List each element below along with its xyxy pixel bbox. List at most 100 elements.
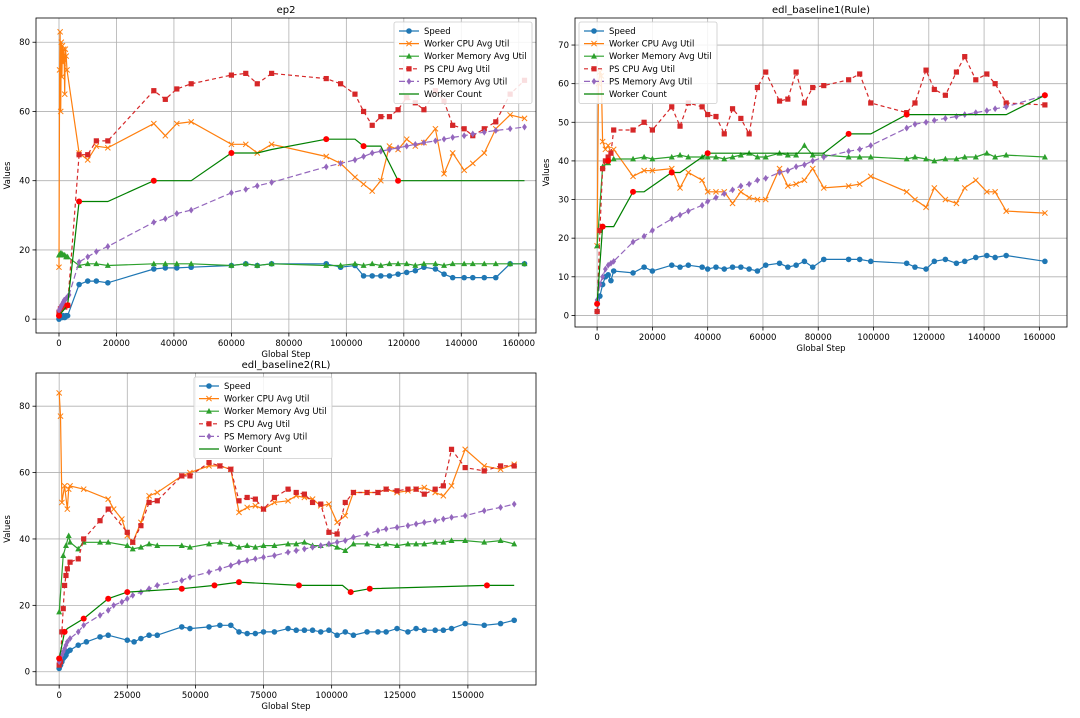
data-point-wmem bbox=[374, 542, 381, 548]
data-point-psmem bbox=[62, 645, 68, 652]
data-point-speed bbox=[972, 254, 979, 261]
data-point-wmem bbox=[1041, 153, 1048, 160]
y-tick-label: 40 bbox=[19, 535, 30, 545]
data-point-psmem bbox=[493, 127, 499, 134]
legend-marker-psmem bbox=[206, 433, 212, 440]
data-point-wcpu bbox=[820, 184, 827, 191]
data-point-wmem bbox=[162, 260, 169, 267]
data-point-speed bbox=[395, 271, 401, 277]
data-point-wmem bbox=[594, 242, 601, 249]
data-point-pscpu bbox=[611, 127, 617, 133]
data-point-pscpu bbox=[699, 104, 705, 110]
data-point-speed bbox=[721, 266, 728, 272]
data-point-psmem bbox=[810, 157, 816, 165]
data-point-psmem bbox=[243, 185, 249, 193]
data-point-wmem bbox=[867, 153, 874, 160]
x-tick-label: 50000 bbox=[182, 691, 209, 701]
y-axis-label: Values bbox=[3, 515, 13, 543]
data-point-wcpu bbox=[93, 143, 100, 150]
data-point-wmem bbox=[754, 153, 761, 160]
data-point-wmem bbox=[216, 539, 223, 545]
data-point-psmem bbox=[269, 179, 275, 186]
data-point-wmem bbox=[903, 155, 910, 162]
data-point-psmem bbox=[984, 107, 990, 115]
data-point-speed bbox=[699, 264, 705, 270]
legend-box bbox=[578, 21, 718, 104]
data-point-speed bbox=[481, 274, 488, 281]
legend-label-wcount: Worker Count bbox=[224, 445, 283, 455]
data-point-psmem bbox=[507, 125, 513, 133]
worker-count-change-marker bbox=[228, 150, 235, 156]
data-point-wcpu bbox=[440, 492, 447, 499]
data-point-wmem bbox=[105, 539, 112, 545]
data-point-psmem bbox=[793, 163, 799, 171]
data-point-wmem bbox=[511, 540, 518, 547]
data-point-pscpu bbox=[810, 84, 816, 91]
data-point-wcpu bbox=[867, 173, 874, 180]
data-point-psmem bbox=[174, 210, 180, 217]
data-point-speed bbox=[469, 274, 476, 281]
data-point-speed bbox=[605, 272, 611, 278]
data-point-pscpu bbox=[597, 227, 603, 234]
data-point-wmem bbox=[507, 260, 514, 267]
data-point-wcpu bbox=[521, 115, 528, 122]
data-point-pscpu bbox=[85, 152, 91, 158]
data-point-wcpu bbox=[729, 200, 736, 207]
data-point-psmem bbox=[369, 149, 375, 157]
data-point-speed bbox=[421, 627, 428, 634]
legend: Speed Worker CPU Avg Util Worker Memory Av… bbox=[393, 21, 533, 104]
legend-label-wcount: Worker Count bbox=[609, 90, 668, 100]
data-point-wcpu bbox=[60, 60, 66, 66]
worker-count-change-marker bbox=[395, 177, 402, 184]
data-point-psmem bbox=[326, 540, 332, 548]
data-point-speed bbox=[83, 639, 90, 645]
data-point-wmem bbox=[178, 542, 185, 548]
data-point-speed bbox=[293, 627, 300, 634]
data-point-pscpu bbox=[269, 70, 275, 76]
legend-box bbox=[193, 376, 333, 459]
data-point-pscpu bbox=[243, 70, 249, 76]
data-point-wmem bbox=[386, 260, 393, 267]
legend-label-pscpu: PS CPU Avg Util bbox=[609, 65, 675, 75]
data-point-wmem bbox=[188, 260, 195, 267]
data-point-pscpu bbox=[383, 486, 389, 492]
legend-marker-psmem bbox=[406, 78, 412, 85]
data-point-pscpu bbox=[154, 498, 160, 504]
data-point-psmem bbox=[394, 523, 400, 531]
data-point-wcpu bbox=[983, 188, 990, 195]
data-point-pscpu bbox=[360, 108, 367, 115]
data-point-psmem bbox=[383, 525, 389, 533]
data-point-wcpu bbox=[236, 509, 242, 516]
data-point-psmem bbox=[450, 134, 456, 141]
data-point-speed bbox=[244, 630, 250, 637]
data-point-pscpu bbox=[271, 494, 278, 501]
legend: Speed Worker CPU Avg Util Worker Memory Av… bbox=[578, 21, 718, 104]
data-point-speed bbox=[754, 268, 761, 274]
data-point-wmem bbox=[65, 532, 72, 539]
data-point-wmem bbox=[97, 539, 104, 545]
data-point-psmem bbox=[293, 547, 299, 554]
data-point-psmem bbox=[301, 545, 307, 553]
data-point-pscpu bbox=[63, 572, 69, 579]
data-point-wmem bbox=[721, 155, 728, 162]
data-point-pscpu bbox=[375, 489, 381, 496]
worker-count-change-marker bbox=[61, 628, 68, 635]
data-point-wcpu bbox=[403, 136, 410, 143]
data-point-psmem bbox=[351, 533, 356, 541]
data-point-psmem bbox=[154, 582, 160, 589]
data-point-psmem bbox=[777, 169, 782, 176]
data-point-psmem bbox=[138, 588, 144, 596]
data-point-psmem bbox=[721, 190, 727, 198]
data-point-pscpu bbox=[448, 446, 455, 452]
data-point-speed bbox=[350, 632, 357, 639]
data-point-wcpu bbox=[441, 170, 447, 177]
y-tick-label: 0 bbox=[25, 315, 30, 325]
data-point-speed bbox=[953, 260, 960, 267]
data-point-speed bbox=[236, 629, 242, 635]
data-point-wcpu bbox=[1041, 210, 1048, 217]
data-point-wmem bbox=[285, 540, 292, 547]
data-point-pscpu bbox=[669, 104, 675, 110]
data-point-psmem bbox=[338, 159, 343, 167]
data-point-pscpu bbox=[992, 81, 998, 87]
data-point-wcpu bbox=[605, 142, 612, 149]
